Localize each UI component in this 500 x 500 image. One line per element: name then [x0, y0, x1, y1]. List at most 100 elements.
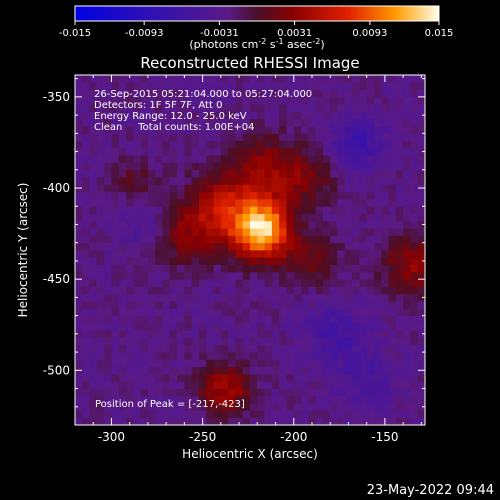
heatmap-cell: [206, 191, 214, 200]
heatmap-cell: [89, 395, 98, 404]
heatmap-cell: [133, 352, 142, 360]
heatmap-cell: [417, 220, 425, 229]
heatmap-cell: [82, 417, 90, 425]
heatmap-cell: [155, 366, 163, 375]
heatmap-cell: [82, 162, 90, 171]
heatmap-cell: [301, 315, 309, 324]
heatmap-cell: [104, 395, 112, 404]
heatmap-cell: [417, 373, 425, 382]
heatmap-cell: [410, 184, 419, 193]
heatmap-cell: [220, 381, 229, 389]
heatmap-cell: [308, 96, 317, 105]
heatmap-cell: [126, 410, 134, 419]
heatmap-cell: [322, 352, 331, 360]
heatmap-cell: [352, 147, 360, 156]
heatmap-cell: [359, 264, 368, 273]
heatmap-cell: [293, 308, 302, 317]
heatmap-cell: [264, 82, 273, 90]
heatmap-cell: [133, 410, 142, 419]
heatmap-cell: [118, 381, 127, 389]
heatmap-cell: [330, 184, 338, 193]
heatmap-cell: [75, 126, 83, 134]
heatmap-cell: [315, 417, 324, 425]
heatmap-cell: [177, 104, 185, 112]
heatmap-cell: [359, 322, 368, 331]
heatmap-cell: [177, 155, 185, 163]
heatmap-cell: [111, 330, 120, 338]
heatmap-cell: [220, 395, 229, 404]
heatmap-cell: [250, 373, 258, 382]
heatmap-cell: [235, 293, 244, 302]
heatmap-cell: [286, 75, 295, 83]
heatmap-cell: [373, 82, 382, 90]
heatmap-cell: [191, 395, 200, 404]
heatmap-cell: [271, 75, 280, 83]
heatmap-cell: [206, 228, 214, 236]
heatmap-cell: [264, 155, 273, 163]
heatmap-cell: [395, 89, 404, 98]
heatmap-cell: [140, 337, 149, 346]
heatmap-cell: [352, 162, 360, 171]
heatmap-cell: [177, 337, 185, 346]
heatmap-cell: [184, 228, 193, 236]
heatmap-cell: [286, 271, 295, 280]
heatmap-cell: [373, 417, 382, 425]
heatmap-cell: [308, 250, 317, 258]
heatmap: [75, 75, 425, 425]
heatmap-cell: [89, 344, 98, 353]
heatmap-cell: [315, 169, 324, 178]
heatmap-cell: [235, 155, 244, 163]
heatmap-cell: [322, 373, 331, 382]
heatmap-cell: [111, 184, 120, 193]
heatmap-cell: [155, 228, 163, 236]
heatmap-cell: [82, 337, 90, 346]
heatmap-cell: [155, 89, 163, 98]
heatmap-cell: [228, 330, 236, 338]
heatmap-cell: [395, 381, 404, 389]
heatmap-cell: [162, 257, 171, 265]
heatmap-cell: [104, 126, 112, 134]
heatmap-cell: [381, 388, 389, 397]
heatmap-cell: [286, 352, 295, 360]
heatmap-cell: [206, 184, 214, 193]
heatmap-cell: [381, 191, 389, 200]
heatmap-cell: [184, 293, 193, 302]
heatmap-cell: [147, 388, 156, 397]
heatmap-cell: [96, 126, 105, 134]
heatmap-cell: [111, 198, 120, 207]
heatmap-cell: [198, 250, 207, 258]
heatmap-cell: [388, 417, 397, 425]
heatmap-cell: [410, 344, 419, 353]
heatmap-cell: [388, 126, 397, 134]
heatmap-cell: [104, 162, 112, 171]
heatmap-cell: [344, 337, 353, 346]
heatmap-cell: [388, 96, 397, 105]
heatmap-cell: [337, 403, 346, 411]
heatmap-cell: [373, 242, 382, 251]
heatmap-cell: [322, 75, 331, 83]
heatmap-cell: [162, 111, 171, 120]
heatmap-cell: [228, 96, 236, 105]
heatmap-cell: [388, 359, 397, 368]
heatmap-cell: [381, 198, 389, 207]
heatmap-cell: [242, 177, 251, 185]
heatmap-cell: [111, 118, 120, 127]
heatmap-cell: [301, 133, 309, 142]
heatmap-cell: [286, 177, 295, 185]
heatmap-cell: [403, 220, 411, 229]
heatmap-cell: [133, 322, 142, 331]
heatmap-cell: [352, 118, 360, 127]
heatmap-cell: [337, 177, 346, 185]
heatmap-cell: [337, 330, 346, 338]
heatmap-cell: [359, 220, 368, 229]
heatmap-cell: [388, 133, 397, 142]
heatmap-cell: [220, 198, 229, 207]
heatmap-cell: [169, 111, 178, 120]
heatmap-cell: [228, 395, 236, 404]
heatmap-cell: [96, 184, 105, 193]
heatmap-cell: [118, 279, 127, 287]
heatmap-cell: [373, 235, 382, 244]
heatmap-cell: [213, 322, 222, 331]
heatmap-cell: [344, 359, 353, 368]
heatmap-cell: [250, 344, 258, 353]
